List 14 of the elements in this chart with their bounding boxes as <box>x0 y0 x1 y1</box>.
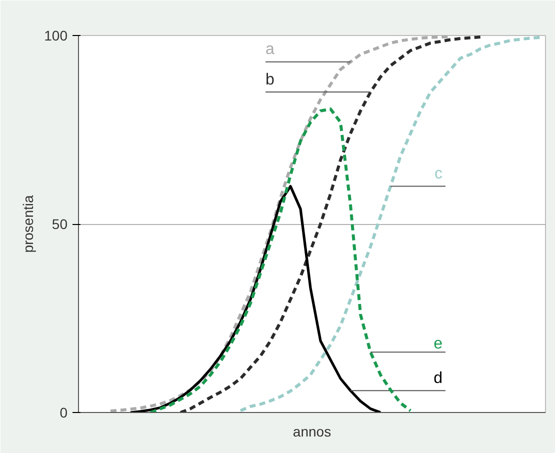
line-series <box>239 36 542 412</box>
y-tick-label: 0 <box>60 404 68 420</box>
y-axis-title: prosentia <box>20 194 36 253</box>
y-tick-label: 50 <box>52 216 68 232</box>
text: e <box>434 335 443 352</box>
text: a <box>266 41 274 58</box>
line-series <box>149 108 412 412</box>
x-axis-title: annos <box>292 424 332 440</box>
text: d <box>434 370 443 387</box>
text: c <box>434 166 442 183</box>
text: b <box>266 71 274 88</box>
y-tick-label: 100 <box>44 28 68 44</box>
line-series <box>129 185 382 412</box>
line-series <box>179 36 482 412</box>
